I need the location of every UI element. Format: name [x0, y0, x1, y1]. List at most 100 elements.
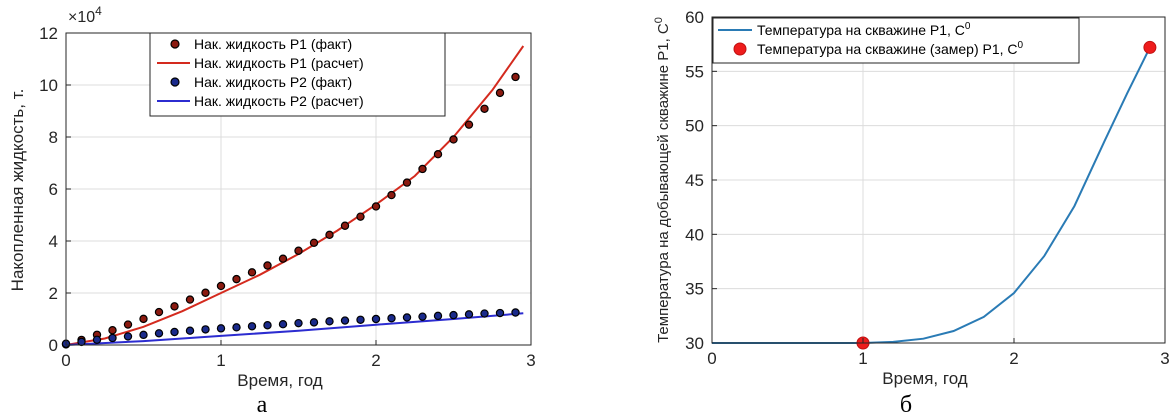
series-point-0	[201, 288, 210, 297]
series-point-0	[325, 230, 334, 240]
series-point-0	[139, 314, 148, 324]
y-tick-label: 30	[685, 334, 704, 353]
legend-label-p2-calc: Нак. жидкость Р2 (расчет)	[194, 93, 364, 109]
series-point-0	[263, 261, 272, 270]
series-point-2	[480, 309, 489, 318]
series-point-0	[511, 72, 520, 82]
x-axis-label: Время, год	[882, 369, 967, 388]
series-point-0	[340, 221, 350, 230]
x-tick-label: 0	[61, 351, 70, 370]
series-point-1	[1143, 40, 1157, 54]
series-point-0	[123, 320, 133, 329]
y-tick-label: 4	[49, 232, 58, 251]
series-point-0	[294, 246, 303, 255]
series-point-2	[201, 325, 210, 334]
series-point-2	[278, 320, 288, 329]
y-tick-label: 6	[49, 180, 58, 199]
data-layer	[61, 45, 525, 349]
series-point-2	[371, 314, 381, 324]
series-point-2	[387, 314, 396, 323]
series-point-0	[278, 254, 288, 263]
legend-box	[149, 32, 446, 117]
series-point-2	[170, 327, 179, 337]
legend-marker-p2-fact	[170, 77, 180, 87]
caption-b: б	[900, 392, 912, 418]
series-point-2	[154, 329, 164, 338]
series-point-2	[356, 315, 365, 324]
x-tick-label: 0	[707, 349, 716, 368]
series-point-2	[464, 310, 474, 319]
x-axis-label: Время, год	[237, 371, 322, 390]
series-line-0	[712, 46, 1151, 344]
legend-label-temp-measured: Температура на скважине (замер) Р1, С0	[757, 40, 1024, 57]
legend-label-temp: Температура на скважине Р1, С0	[757, 21, 971, 38]
series-point-0	[495, 88, 505, 98]
series-point-0	[232, 274, 241, 284]
series-point-2	[402, 313, 412, 322]
series-point-2	[216, 324, 226, 333]
y-tick-label: 40	[685, 225, 704, 244]
series-point-2	[495, 308, 505, 318]
y-tick-label: 35	[685, 280, 704, 299]
y-axis-label: Температура на добывающей скважине Р1, С…	[653, 17, 672, 343]
series-point-2	[139, 330, 148, 340]
series-point-0	[247, 268, 257, 277]
y-tick-label: 12	[39, 24, 58, 43]
series-point-2	[77, 337, 86, 347]
series-point-0	[108, 326, 117, 335]
x-tick-label: 1	[858, 349, 867, 368]
series-point-2	[263, 321, 272, 330]
series-point-2	[309, 318, 319, 327]
series-point-2	[247, 322, 257, 331]
series-point-0	[185, 295, 195, 304]
legend: Температура на скважине Р1, С0 Температу…	[712, 17, 1080, 64]
x-tick-label: 2	[1009, 349, 1018, 368]
series-point-0	[216, 281, 226, 291]
series-point-2	[232, 323, 241, 332]
series-point-0	[170, 302, 179, 311]
legend: Нак. жидкость Р1 (факт) Нак. жидкость Р1…	[149, 32, 446, 117]
series-point-2	[108, 333, 117, 343]
series-point-2	[511, 308, 520, 317]
y-tick-label: 60	[685, 8, 704, 27]
series-point-2	[418, 312, 427, 321]
series-point-0	[418, 164, 427, 174]
chart-temperature: 0 1 2 3 30 35 40 45 50 55 60 Время, год Температур…	[653, 8, 1170, 418]
series-point-2	[123, 332, 133, 341]
y-tick-label: 8	[49, 128, 58, 147]
series-point-0	[449, 135, 458, 144]
series-point-2	[449, 310, 458, 320]
series-point-2	[433, 311, 443, 321]
x-tick-label: 1	[216, 351, 225, 370]
series-point-0	[433, 150, 443, 159]
y-tick-label: 50	[685, 117, 704, 136]
y-tick-label: 2	[49, 284, 58, 303]
series-point-0	[387, 190, 396, 200]
y-tick-label: 55	[685, 62, 704, 81]
legend-label-p2-fact: Нак. жидкость Р2 (факт)	[194, 74, 352, 90]
legend-marker-p1-fact	[170, 39, 180, 49]
legend-marker-temp-measured	[733, 42, 747, 56]
series-point-2	[340, 316, 350, 325]
y-tick-label: 0	[49, 336, 58, 355]
series-point-0	[480, 104, 489, 113]
caption-a: а	[257, 392, 268, 418]
series-point-2	[325, 317, 334, 326]
x-tick-label: 2	[371, 351, 380, 370]
series-point-2	[92, 335, 102, 344]
series-point-0	[356, 212, 365, 221]
series-point-0	[402, 178, 412, 187]
series-point-2	[185, 326, 195, 335]
legend-label-p1-fact: Нак. жидкость Р1 (факт)	[194, 36, 352, 52]
y-tick-label: 10	[39, 76, 58, 95]
y-tick-label: 45	[685, 171, 704, 190]
series-point-0	[154, 307, 164, 317]
legend-box	[712, 17, 1080, 64]
grid	[712, 17, 1165, 343]
legend-label-p1-calc: Нак. жидкость Р1 (расчет)	[194, 55, 364, 71]
tick-labels: 0 1 2 3 30 35 40 45 50 55 60	[685, 8, 1170, 368]
series-point-2	[294, 318, 303, 328]
